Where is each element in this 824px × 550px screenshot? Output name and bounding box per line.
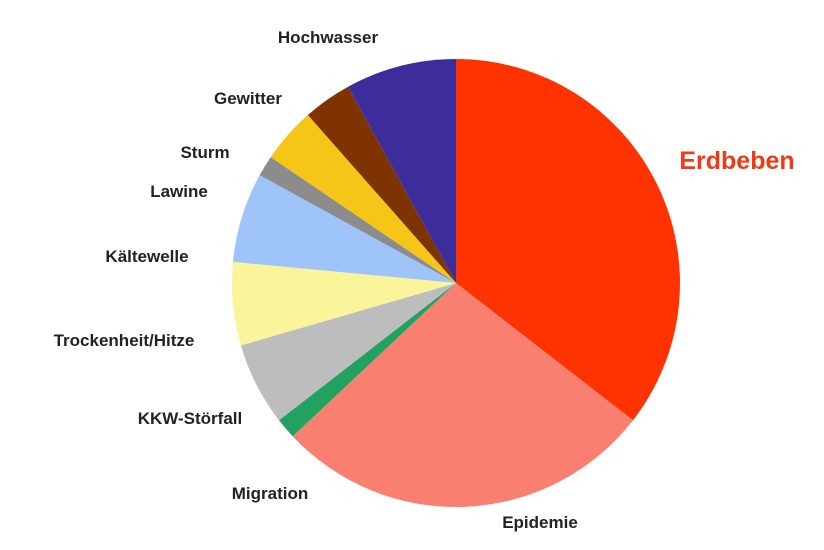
slices-layer — [231, 59, 680, 507]
label-migration: Migration — [232, 484, 309, 503]
pie-slice-lawine — [259, 157, 456, 283]
label-lawine: Lawine — [150, 182, 208, 201]
label-epidemie: Epidemie — [502, 513, 578, 532]
label-hochwasser: Hochwasser — [278, 28, 379, 47]
label-trockenheit-hitze: Trockenheit/Hitze — [54, 331, 195, 350]
pie-slice-kaeltewelle — [232, 175, 456, 283]
label-kaeltewelle: Kältewelle — [105, 247, 188, 266]
labels-layer: Hochwasser Gewitter Sturm Lawine Kältewe… — [54, 28, 795, 532]
pie-slice-migration — [279, 283, 456, 437]
pie-slice-hochwasser — [348, 59, 456, 283]
pie-slice-trockenheit-hitze — [231, 261, 456, 346]
pie-slice-gewitter — [307, 86, 456, 284]
label-kkw-stoerfall: KKW-Störfall — [138, 409, 242, 428]
pie-slice-sturm — [270, 114, 456, 283]
pie-slice-epidemie — [292, 283, 633, 507]
label-sturm: Sturm — [180, 143, 229, 162]
pie-slice-kkw-stoerfall — [240, 283, 456, 421]
pie-slice-erdbeben — [456, 59, 680, 421]
label-gewitter: Gewitter — [214, 89, 282, 108]
label-erdbeben: Erdbeben — [679, 147, 794, 175]
